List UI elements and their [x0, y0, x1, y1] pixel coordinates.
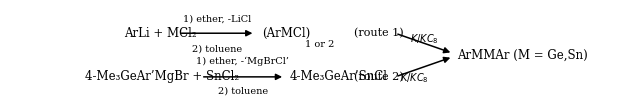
Text: 1) ether, -‘MgBrCl’: 1) ether, -‘MgBrCl’ — [197, 56, 290, 66]
Text: ArMMAr (M = Ge,Sn): ArMMAr (M = Ge,Sn) — [457, 49, 588, 62]
Text: $\mathit{K/KC_8}$: $\mathit{K/KC_8}$ — [400, 71, 429, 85]
Text: $\mathit{K/KC_8}$: $\mathit{K/KC_8}$ — [410, 32, 439, 46]
Text: 2) toluene: 2) toluene — [218, 87, 268, 96]
Text: 2) toluene: 2) toluene — [192, 45, 242, 54]
Text: (route 2): (route 2) — [354, 72, 404, 82]
Text: 1) ether, -LiCl: 1) ether, -LiCl — [183, 14, 251, 23]
Text: (ArMCl): (ArMCl) — [262, 27, 310, 40]
Text: 4-Me₃GeAr’MgBr + SnCl₂: 4-Me₃GeAr’MgBr + SnCl₂ — [85, 70, 239, 83]
Text: (route 1): (route 1) — [354, 28, 404, 38]
Text: 1 or 2: 1 or 2 — [305, 40, 334, 49]
Text: 4-Me₃GeAr’SnCl: 4-Me₃GeAr’SnCl — [290, 70, 388, 83]
Text: ArLi + MCl₂: ArLi + MCl₂ — [124, 27, 197, 40]
